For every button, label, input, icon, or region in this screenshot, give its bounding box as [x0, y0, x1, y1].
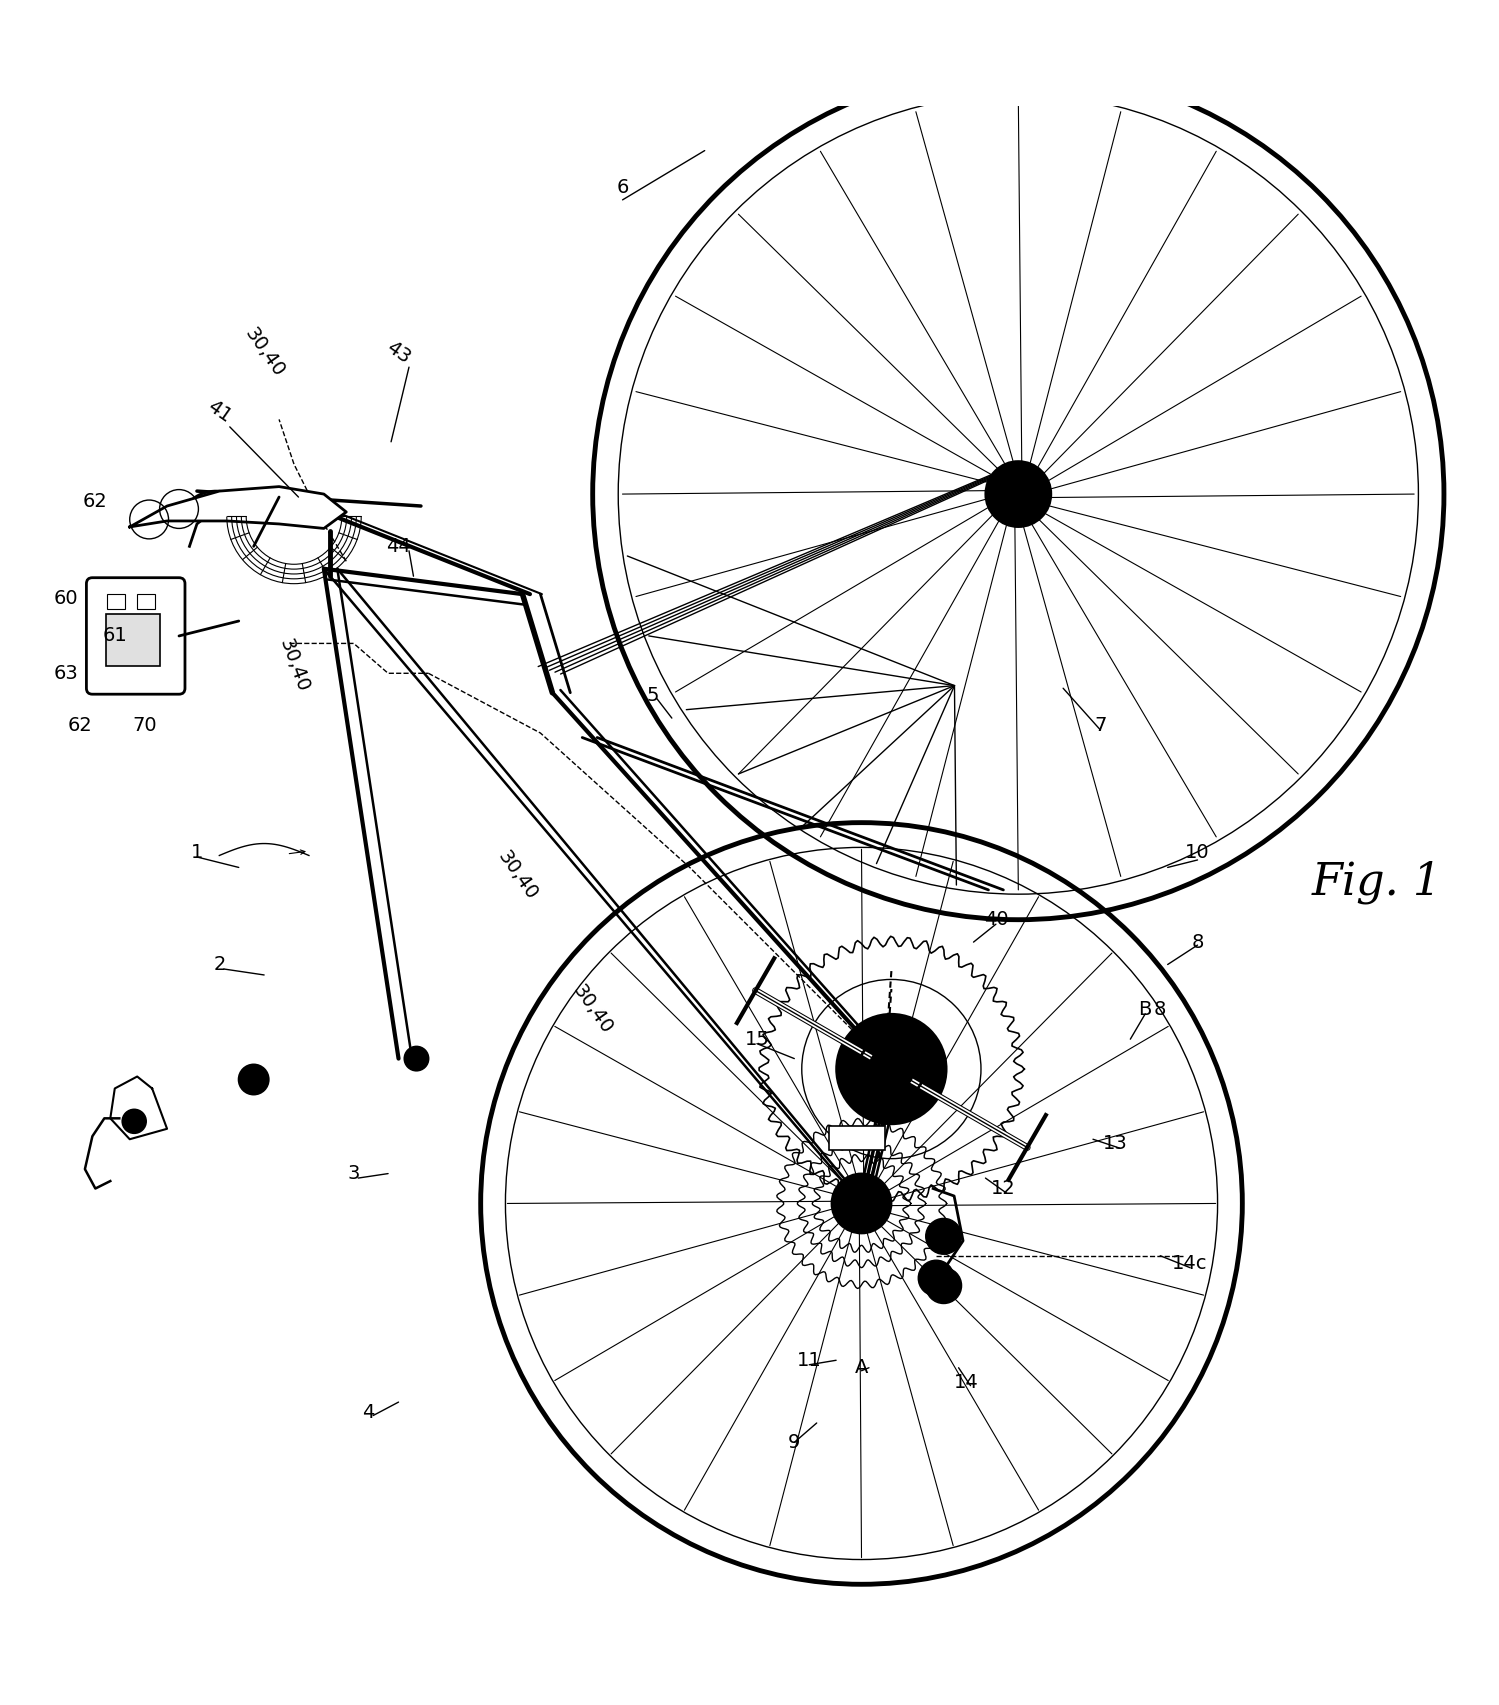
Text: 6: 6 [616, 179, 628, 198]
Bar [106, 614, 159, 667]
Circle shape [835, 1176, 889, 1231]
FancyBboxPatch shape [87, 578, 184, 694]
Text: 40: 40 [983, 910, 1009, 929]
Circle shape [919, 1260, 953, 1296]
Text: 70: 70 [132, 716, 157, 735]
Circle shape [985, 462, 1051, 527]
Text: 11: 11 [797, 1350, 821, 1369]
Circle shape [405, 1047, 429, 1071]
Text: 62: 62 [82, 493, 108, 511]
Circle shape [848, 1190, 875, 1217]
Text: 12: 12 [991, 1180, 1016, 1199]
Text: B: B [1139, 999, 1151, 1020]
Text: 2: 2 [213, 955, 225, 974]
Bar [138, 593, 154, 609]
Text: 1: 1 [190, 842, 202, 863]
Circle shape [123, 1110, 145, 1134]
Text: 60: 60 [52, 590, 78, 609]
Bar [108, 593, 126, 609]
Polygon shape [111, 1076, 166, 1139]
Circle shape [832, 1173, 892, 1233]
Text: 14c: 14c [1172, 1253, 1208, 1272]
Text: 61: 61 [102, 626, 127, 646]
Circle shape [926, 1219, 961, 1255]
Text: 7: 7 [1094, 716, 1106, 735]
Text: 44: 44 [387, 537, 411, 556]
Text: 4: 4 [363, 1403, 375, 1422]
Text: 5: 5 [646, 685, 658, 706]
Text: 3: 3 [348, 1165, 360, 1183]
Text: 62: 62 [67, 716, 93, 735]
Text: 30,40: 30,40 [570, 980, 616, 1037]
Text: 30,40: 30,40 [240, 324, 288, 380]
Text: 30,40: 30,40 [276, 636, 312, 696]
Circle shape [869, 1047, 914, 1091]
Circle shape [926, 1269, 961, 1304]
Text: 41: 41 [204, 397, 235, 426]
Polygon shape [130, 486, 346, 529]
Text: 15: 15 [745, 1030, 769, 1049]
Text: 13: 13 [1103, 1134, 1127, 1153]
Text: 8: 8 [1154, 999, 1166, 1020]
Text: Fig. 1: Fig. 1 [1312, 861, 1442, 904]
Text: 30,40: 30,40 [495, 847, 541, 904]
Text: 9: 9 [788, 1432, 800, 1453]
Text: 14: 14 [953, 1373, 979, 1393]
Text: A: A [854, 1359, 868, 1378]
Text: 10: 10 [1186, 842, 1210, 863]
Circle shape [238, 1064, 268, 1095]
Circle shape [836, 1014, 946, 1124]
Circle shape [1003, 479, 1033, 510]
Text: 8: 8 [1192, 933, 1204, 951]
Bar [829, 1125, 886, 1149]
Text: 63: 63 [52, 663, 78, 682]
Circle shape [850, 1192, 874, 1216]
Text: 43: 43 [382, 338, 414, 367]
Circle shape [850, 1192, 874, 1216]
